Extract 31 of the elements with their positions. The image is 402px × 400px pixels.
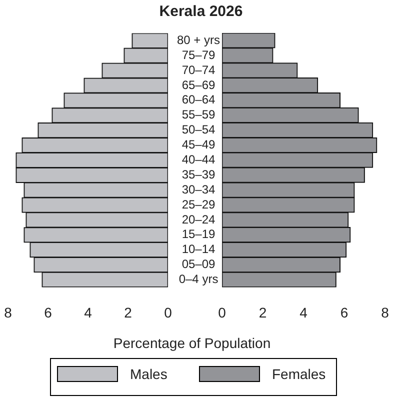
text: Kerala 2026 xyxy=(158,3,244,20)
y-tick-label: 65–69 xyxy=(182,78,216,92)
x-tick-label: 4 xyxy=(84,304,92,320)
text: Males xyxy=(130,366,168,382)
y-tick-label: 60–64 xyxy=(182,92,216,107)
y-tick-label: 40–44 xyxy=(182,152,216,167)
x-tick-label: 6 xyxy=(340,304,348,320)
y-tick-label: 30–34 xyxy=(182,182,216,196)
x-tick-label: 0 xyxy=(164,304,172,320)
y-tick-label: 0–4 yrs xyxy=(178,272,218,286)
text: Females xyxy=(272,366,326,382)
x-tick-label: 8 xyxy=(4,304,12,320)
y-tick-label: 20–24 xyxy=(182,212,216,226)
x-tick-label: 2 xyxy=(258,304,267,320)
y-tick-label: 25–29 xyxy=(182,197,216,212)
y-tick-label: 45–49 xyxy=(182,138,216,152)
y-tick-label: 15–19 xyxy=(182,227,216,242)
x-tick-label: 2 xyxy=(124,304,132,320)
y-tick-label: 05–09 xyxy=(182,257,216,272)
y-tick-label: 70–74 xyxy=(182,62,216,77)
x-axis-title: Percentage of Population xyxy=(112,335,272,351)
x-tick-label: 4 xyxy=(300,304,308,320)
x-tick-label: 6 xyxy=(44,304,52,320)
x-tick-label: 0 xyxy=(218,304,226,320)
y-tick-label: 80 + yrs xyxy=(176,32,220,47)
y-tick-label: 35–39 xyxy=(182,167,216,182)
y-tick-label: 10–14 xyxy=(182,242,216,256)
y-tick-label: 50–54 xyxy=(182,122,216,137)
y-tick-label: 55–59 xyxy=(182,108,216,122)
x-tick-label: 8 xyxy=(381,304,390,320)
y-tick-label: 75–79 xyxy=(182,48,216,62)
